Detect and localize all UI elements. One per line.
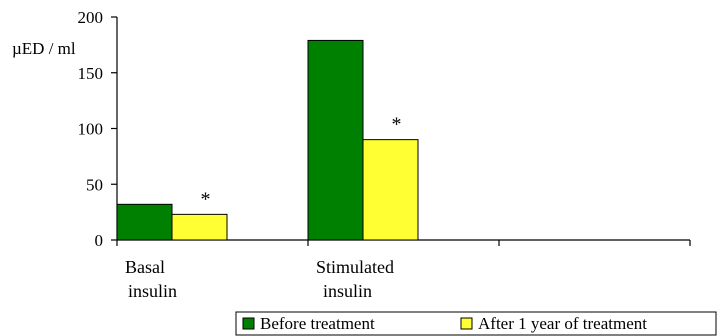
y-tick-label: 150	[78, 64, 104, 83]
ticks-layer: 0 50 100 150 200	[78, 8, 691, 250]
bar-after-cat0	[171, 213, 228, 241]
bar-before-cat0	[116, 203, 173, 241]
legend-label: Before treatment	[260, 314, 375, 333]
y-axis-label: µED / ml	[12, 39, 76, 58]
bars-layer: **	[116, 39, 419, 241]
y-tick-label: 100	[78, 120, 104, 139]
significance-marker: *	[201, 188, 211, 210]
bar-before-cat1	[307, 39, 364, 241]
category-labels-layer: Basal insulin Stimulated insulin	[125, 257, 394, 301]
bar-after-cat1	[362, 139, 419, 241]
y-tick-label: 50	[86, 175, 103, 194]
legend-swatch	[242, 317, 255, 330]
legend: Before treatment After 1 year of treatmen…	[235, 311, 717, 336]
legend-swatch	[460, 317, 473, 330]
significance-marker: *	[392, 114, 402, 136]
category-label: insulin	[128, 281, 177, 301]
legend-label: After 1 year of treatment	[478, 314, 647, 333]
category-label: insulin	[323, 281, 372, 301]
legend-box	[235, 311, 717, 336]
category-label: Stimulated	[316, 257, 394, 277]
y-tick-label: 0	[95, 231, 104, 250]
y-tick-label: 200	[78, 8, 104, 27]
category-label: Basal	[125, 257, 165, 277]
